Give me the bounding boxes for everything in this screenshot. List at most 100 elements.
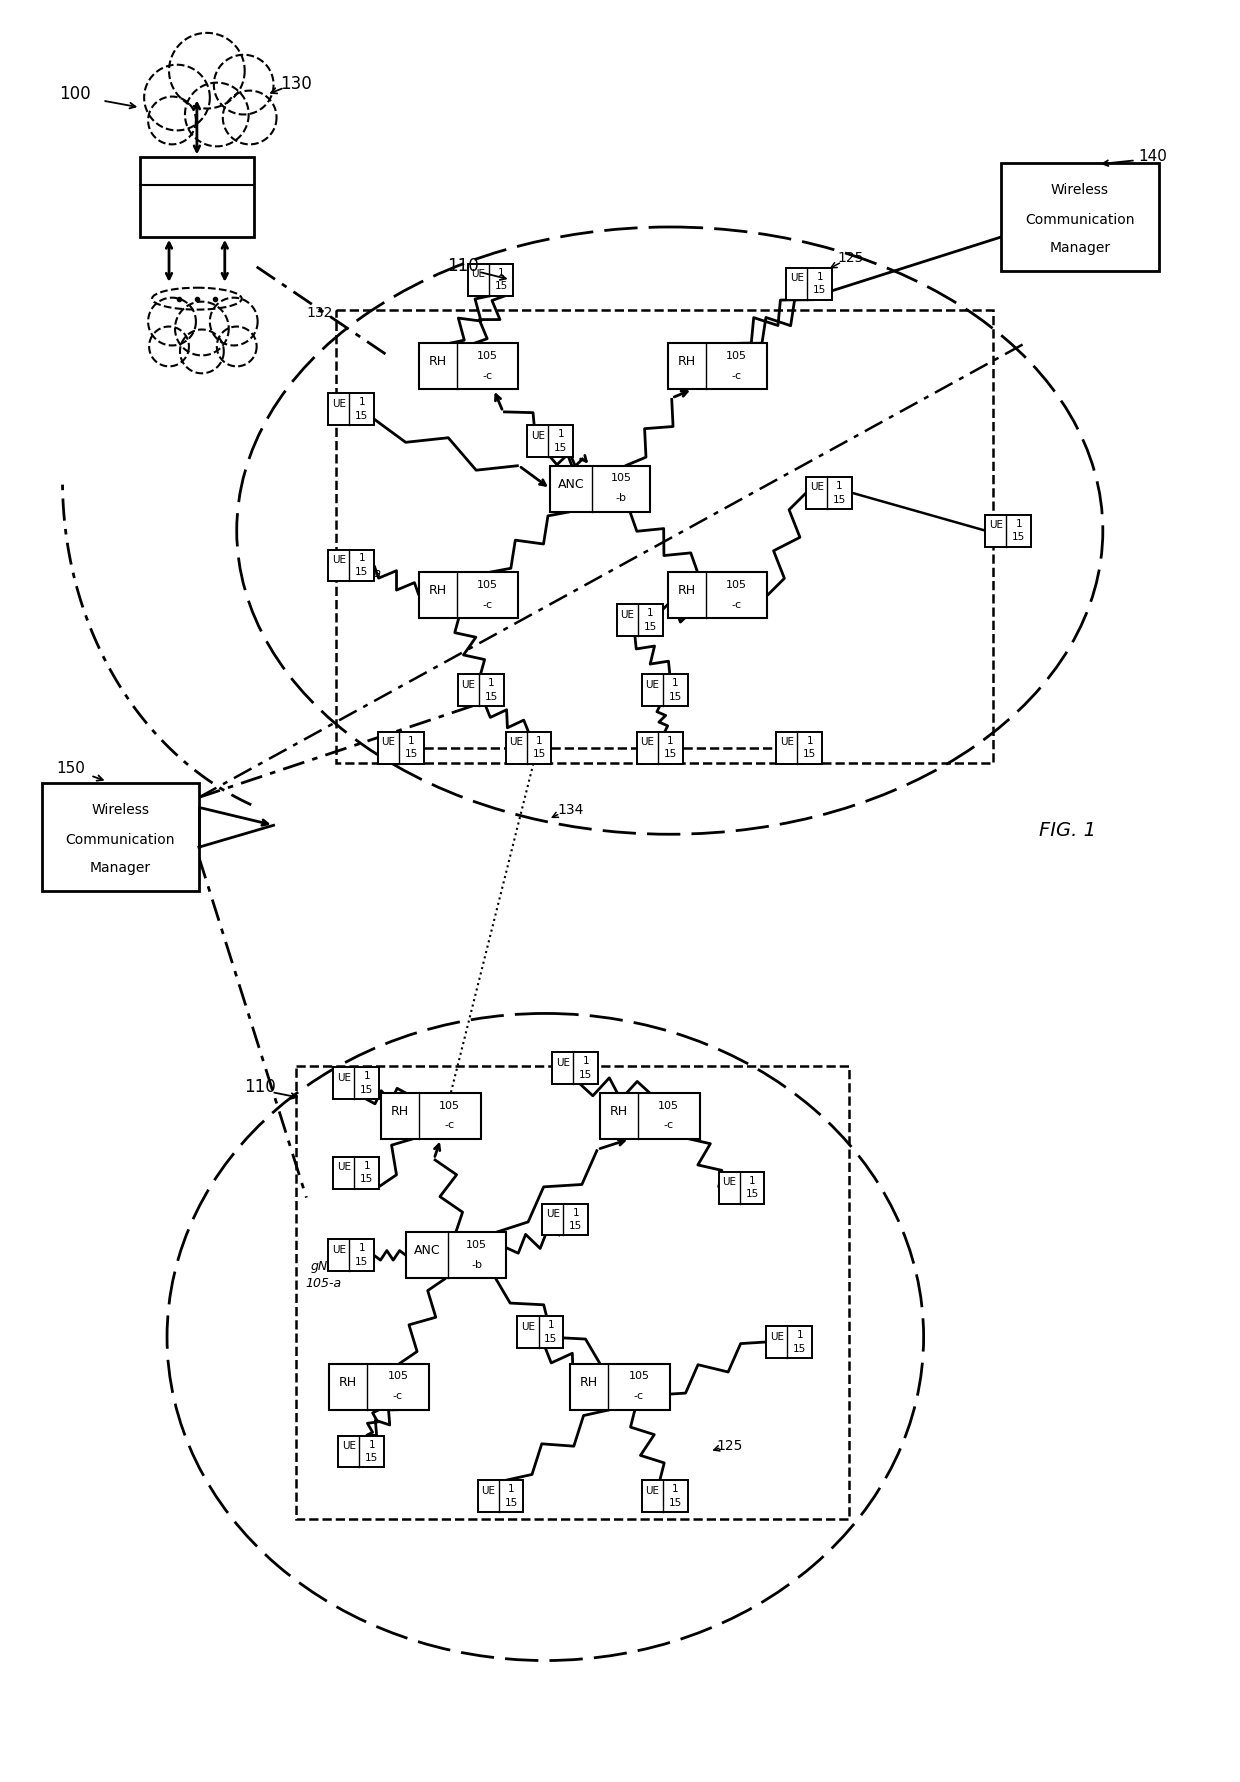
- Text: 105: 105: [466, 1238, 487, 1249]
- Text: 15: 15: [804, 748, 816, 759]
- Text: 130: 130: [280, 75, 312, 93]
- Text: RH: RH: [580, 1376, 598, 1388]
- FancyBboxPatch shape: [329, 1240, 374, 1272]
- Text: ANC: ANC: [414, 1244, 440, 1256]
- Circle shape: [148, 326, 191, 369]
- Text: 15: 15: [355, 410, 368, 421]
- Text: UE: UE: [521, 1320, 534, 1331]
- FancyBboxPatch shape: [42, 784, 198, 891]
- Text: UE: UE: [510, 738, 523, 747]
- Text: RH: RH: [677, 355, 696, 369]
- Text: 105: 105: [725, 579, 746, 590]
- Text: 105: 105: [610, 472, 631, 483]
- FancyBboxPatch shape: [718, 1173, 764, 1205]
- Circle shape: [208, 296, 259, 347]
- Text: 1: 1: [358, 397, 365, 406]
- Text: 1: 1: [672, 1483, 678, 1493]
- Text: -c: -c: [732, 371, 742, 380]
- FancyBboxPatch shape: [378, 732, 424, 764]
- Text: 15: 15: [644, 622, 657, 631]
- FancyBboxPatch shape: [506, 732, 552, 764]
- Text: UE: UE: [332, 554, 346, 565]
- Circle shape: [146, 96, 198, 148]
- Text: 105: 105: [439, 1099, 460, 1110]
- FancyBboxPatch shape: [642, 1481, 688, 1513]
- Text: RH: RH: [429, 584, 446, 597]
- Text: 15: 15: [1012, 533, 1025, 542]
- FancyBboxPatch shape: [551, 467, 650, 513]
- FancyBboxPatch shape: [419, 574, 518, 618]
- Text: 15: 15: [569, 1221, 583, 1231]
- Text: Communication: Communication: [1025, 212, 1135, 226]
- FancyBboxPatch shape: [668, 574, 768, 618]
- Text: 134: 134: [557, 804, 583, 816]
- Text: -c: -c: [393, 1390, 403, 1401]
- Text: 15: 15: [355, 567, 368, 577]
- Text: UE: UE: [810, 483, 823, 492]
- Text: 1: 1: [749, 1174, 755, 1185]
- Text: UE: UE: [332, 399, 346, 408]
- Text: 1: 1: [548, 1319, 554, 1329]
- Text: UE: UE: [546, 1208, 560, 1219]
- Text: UE: UE: [640, 738, 655, 747]
- Circle shape: [143, 64, 212, 134]
- Text: 105: 105: [658, 1099, 680, 1110]
- Text: 15: 15: [579, 1069, 593, 1080]
- Text: UE: UE: [481, 1484, 495, 1495]
- Circle shape: [184, 82, 250, 150]
- FancyBboxPatch shape: [339, 1436, 384, 1468]
- FancyBboxPatch shape: [668, 344, 768, 390]
- Text: UE: UE: [770, 1331, 784, 1340]
- FancyBboxPatch shape: [618, 604, 663, 636]
- Text: gNB: gNB: [350, 549, 376, 563]
- Text: RH: RH: [610, 1105, 629, 1117]
- Circle shape: [146, 296, 198, 347]
- Text: 1: 1: [363, 1160, 370, 1171]
- Text: 125: 125: [838, 251, 864, 266]
- Text: 15: 15: [365, 1452, 378, 1463]
- Text: UE: UE: [461, 679, 475, 690]
- Text: 105: 105: [477, 579, 498, 590]
- FancyBboxPatch shape: [405, 1233, 506, 1278]
- FancyBboxPatch shape: [140, 159, 254, 237]
- Text: 15: 15: [485, 691, 497, 702]
- Text: 132: 132: [306, 305, 332, 319]
- Text: 1: 1: [672, 677, 678, 688]
- Text: RH: RH: [677, 584, 696, 597]
- Text: 15: 15: [668, 691, 682, 702]
- Text: Wireless: Wireless: [92, 804, 149, 816]
- FancyBboxPatch shape: [570, 1363, 670, 1410]
- Text: 105: 105: [725, 351, 746, 360]
- Text: 110: 110: [244, 1078, 275, 1096]
- Text: UE: UE: [332, 1244, 346, 1255]
- Text: 15: 15: [745, 1189, 759, 1199]
- Text: 1: 1: [497, 267, 505, 278]
- FancyBboxPatch shape: [776, 732, 822, 764]
- Text: 15: 15: [544, 1333, 558, 1344]
- Text: 1: 1: [816, 271, 823, 282]
- Text: 105: 105: [387, 1370, 408, 1381]
- FancyBboxPatch shape: [766, 1326, 812, 1358]
- Text: 15: 15: [813, 285, 826, 296]
- Text: UE: UE: [531, 431, 544, 440]
- Text: Manager: Manager: [1049, 241, 1111, 255]
- Text: 1: 1: [583, 1055, 589, 1066]
- Text: gNB: gNB: [310, 1260, 336, 1272]
- Text: 15: 15: [668, 1497, 682, 1508]
- Text: UE: UE: [342, 1440, 356, 1451]
- FancyBboxPatch shape: [527, 426, 573, 458]
- Text: UE: UE: [556, 1057, 570, 1067]
- Text: -c: -c: [663, 1119, 673, 1130]
- FancyBboxPatch shape: [1001, 164, 1158, 271]
- Text: 105: 105: [477, 351, 498, 360]
- Text: -c: -c: [445, 1119, 455, 1130]
- Circle shape: [215, 326, 259, 369]
- Text: UE: UE: [646, 679, 660, 690]
- Text: -c: -c: [634, 1390, 644, 1401]
- Text: 15: 15: [355, 1256, 368, 1267]
- FancyBboxPatch shape: [637, 732, 683, 764]
- FancyBboxPatch shape: [381, 1094, 481, 1139]
- FancyBboxPatch shape: [517, 1317, 563, 1349]
- Text: RH: RH: [340, 1376, 357, 1388]
- Text: 110: 110: [446, 257, 479, 274]
